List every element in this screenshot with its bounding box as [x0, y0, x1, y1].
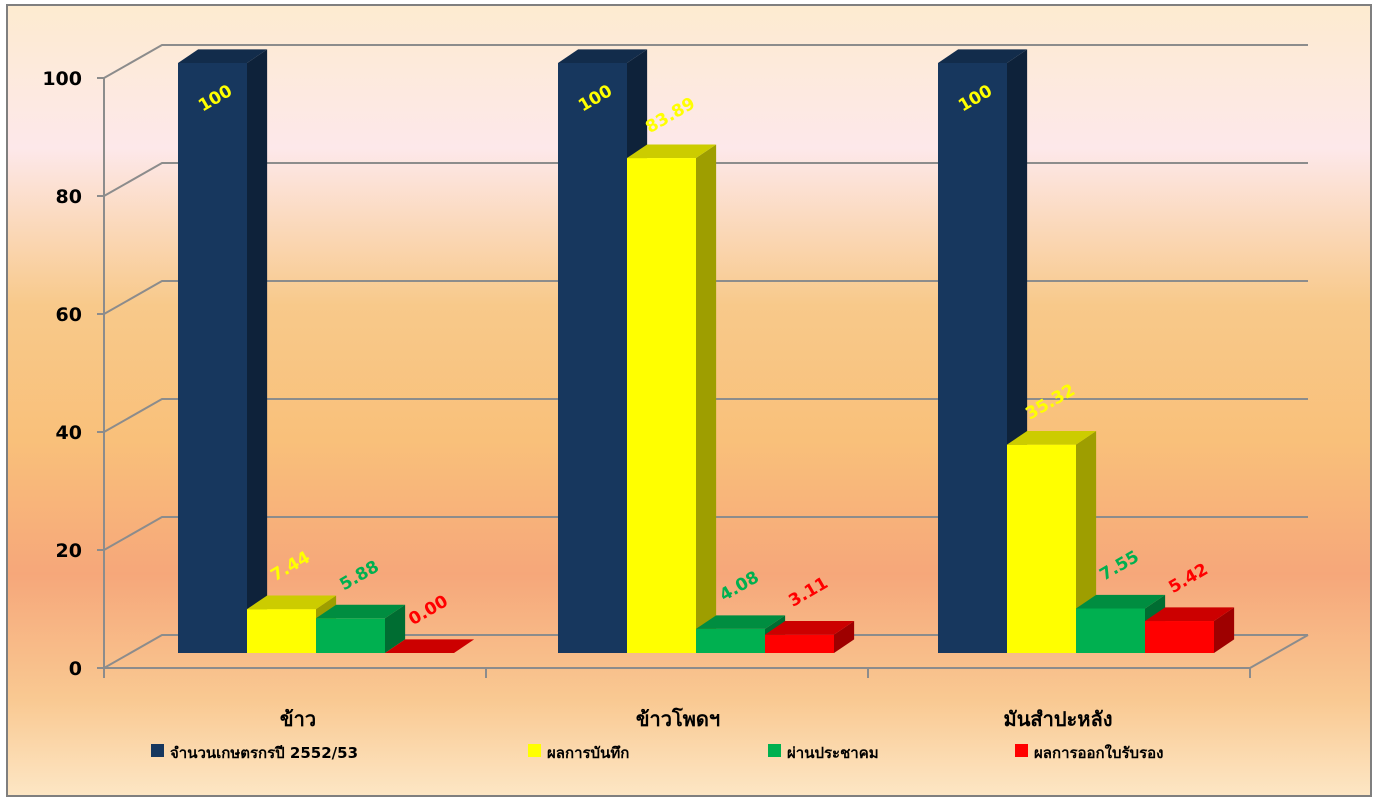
bar-top: [696, 615, 786, 629]
legend-label: จำนวนเกษตรกรปี 2552/53: [170, 744, 358, 762]
legend-swatch: [151, 744, 164, 757]
gridlines: [103, 44, 1308, 669]
bar: [696, 628, 765, 653]
bar-top: [627, 144, 717, 159]
y-tick-label: 80: [56, 186, 82, 208]
bar: [1007, 444, 1076, 653]
y-tick-label: 20: [56, 540, 82, 562]
data-label: 7.44: [267, 548, 313, 586]
data-label: 83.89: [642, 94, 699, 138]
x-tick-label: ข้าว: [280, 707, 316, 731]
gridline: [103, 634, 1308, 669]
bar-side: [696, 144, 717, 653]
bar: [1076, 608, 1145, 653]
bar-side: [385, 604, 406, 653]
bar-side: [1076, 431, 1097, 653]
gridline: [103, 162, 1308, 197]
bar-top: [765, 621, 855, 635]
legend-swatch: [528, 744, 541, 757]
bar: [1145, 621, 1214, 653]
y-tick-label: 0: [69, 658, 82, 680]
legend-label: ผ่านประชาคม: [787, 744, 879, 762]
data-label: 7.55: [1096, 547, 1142, 585]
bar-top: [558, 49, 648, 63]
bar-top: [316, 604, 406, 619]
bar-top: [385, 639, 475, 653]
bar-top: [1007, 431, 1097, 445]
x-tick-label: ข้าวโพดฯ: [636, 707, 720, 731]
legend-swatch: [1015, 744, 1028, 757]
legend-label: ผลการออกใบรับรอง: [1034, 744, 1163, 762]
bar-side: [834, 621, 855, 653]
bar-top: [1076, 594, 1166, 609]
y-tick-label: 100: [42, 68, 82, 90]
gridline: [103, 44, 1308, 79]
bar-top: [178, 49, 268, 63]
data-label: 0.00: [405, 591, 451, 629]
y-axis: 0 20 40 60 80 100: [42, 68, 1309, 680]
bar: [765, 634, 834, 653]
bars: [178, 49, 1235, 653]
bar-side: [1214, 607, 1235, 653]
gridline: [103, 280, 1308, 315]
bar-side: [247, 49, 268, 653]
data-label: 3.11: [785, 573, 831, 611]
bar-top: [247, 595, 337, 610]
legend-swatch: [768, 744, 781, 757]
data-label: 5.88: [336, 557, 382, 595]
data-label: 4.08: [716, 567, 762, 605]
bar: [558, 63, 627, 653]
x-tick-label: มันสำปะหลัง: [1004, 707, 1113, 731]
bar-top: [1145, 607, 1235, 622]
bar: [627, 158, 696, 653]
chart-frame: 0 20 40 60 80 100 100 100 100 7.44 83.89 35.32 5.88…: [6, 4, 1372, 797]
bar: [938, 63, 1007, 653]
data-label: 35.32: [1022, 380, 1079, 424]
x-axis: ข้าว ข้าวโพดฯ มันสำปะหลัง: [280, 707, 1113, 731]
bar: [316, 618, 385, 653]
bar: [178, 63, 247, 653]
legend-label: ผลการบันทึก: [547, 744, 629, 762]
y-tick-label: 60: [56, 304, 82, 326]
bar-top: [938, 49, 1028, 63]
bar: [247, 609, 316, 653]
gridline: [103, 398, 1308, 433]
y-tick-label: 40: [56, 422, 82, 444]
gridline: [103, 516, 1308, 551]
legend: จำนวนเกษตรกรปี 2552/53 ผลการบันทึก ผ่านประ…: [151, 744, 1163, 762]
data-label: 5.42: [1165, 560, 1211, 598]
